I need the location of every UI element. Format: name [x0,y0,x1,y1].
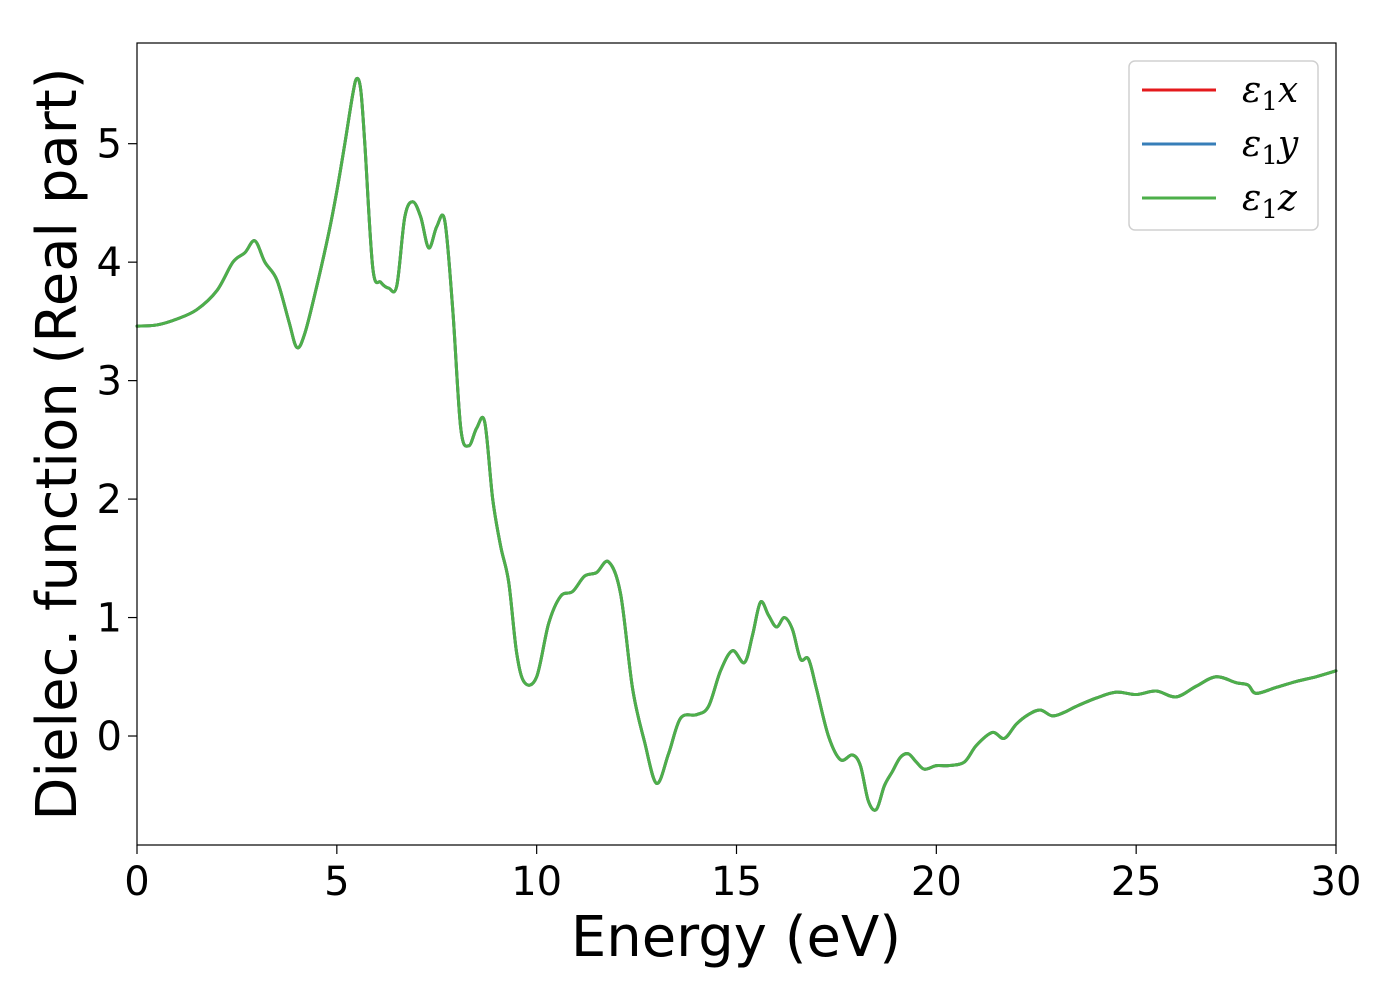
y-tick-label: 4 [97,240,122,286]
y-tick-label: 2 [97,477,122,523]
y-tick-label: 5 [97,122,122,168]
legend-label-z: ε1z [1242,178,1298,225]
x-tick-label: 0 [124,859,149,905]
x-tick-label: 25 [1111,859,1162,905]
x-tick-label: 20 [911,859,962,905]
y-tick-label: 0 [97,714,122,760]
x-tick-label: 30 [1311,859,1362,905]
y-axis-label: Dielec. function (Real part) [25,67,90,820]
legend: ε1x ε1y ε1z [1128,60,1319,231]
x-tick-label: 10 [511,859,562,905]
y-tick-label: 1 [97,596,122,642]
x-tick-label: 5 [324,859,349,905]
legend-label-y: ε1y [1242,124,1299,171]
y-tick-label: 3 [97,359,122,405]
x-axis-label: Energy (eV) [571,905,901,970]
x-tick-label: 15 [711,859,762,905]
y-axis-ticks: 0 1 2 3 4 5 [97,122,137,760]
x-axis-ticks: 0 5 10 15 20 25 30 [124,845,1361,905]
legend-box [1128,60,1319,231]
series-line-z [135,76,1338,812]
legend-label-x: ε1x [1242,70,1298,117]
series-layer [135,76,1338,812]
